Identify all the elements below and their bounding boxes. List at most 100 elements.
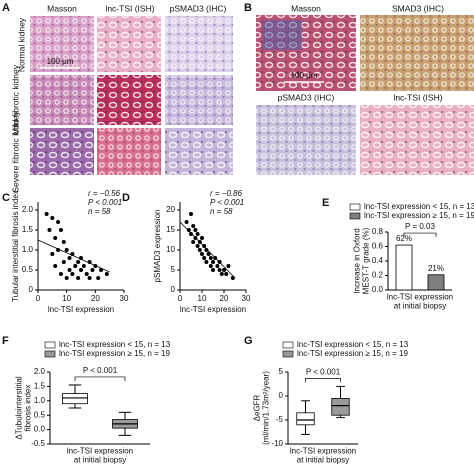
legend-swatch — [44, 350, 56, 358]
scatter-point — [191, 224, 196, 228]
histology-texture — [30, 75, 94, 125]
scatter-point — [219, 272, 224, 276]
scatter-point — [197, 248, 202, 252]
scatter-point — [58, 228, 63, 232]
value-label: 21% — [428, 264, 444, 273]
histology-texture — [30, 128, 94, 175]
x-axis-label: lnc-TSI expression — [180, 305, 246, 314]
scatter-point — [79, 268, 83, 272]
panel-label: B — [244, 2, 252, 14]
x-tick-label: 20 — [91, 294, 100, 303]
x-axis-label: at initial biopsy — [394, 302, 446, 311]
panel-label: E — [322, 197, 329, 209]
scatter-point — [56, 220, 61, 224]
scatter-point — [204, 248, 209, 252]
annotation: r = −0.86 — [210, 189, 243, 198]
y-tick-label: 20 — [166, 205, 175, 214]
y-tick-label: 1.0 — [34, 396, 46, 405]
y-tick-label: 1.5 — [22, 225, 34, 234]
y-tick-label: 15 — [166, 225, 175, 234]
scatter-point — [189, 232, 193, 236]
y-tick-label: 1.5 — [34, 382, 46, 391]
significance-bracket — [305, 378, 341, 383]
histology-texture — [97, 75, 161, 125]
scatter-point — [184, 220, 189, 224]
histology-texture — [165, 16, 233, 72]
column-header: pSMAD3 (IHC) — [170, 3, 227, 13]
column-header: lnc-TSI (ISH) — [393, 92, 442, 102]
scatter-point — [96, 276, 101, 280]
y-tick-label: 5 — [171, 265, 176, 274]
column-header: lnc-TSI (ISH) — [105, 3, 154, 13]
scatter-point — [44, 212, 49, 216]
annotation: P < 0.001 — [210, 198, 244, 207]
legend-label: lnc-TSI expression < 15, n = 13 — [364, 202, 474, 211]
panel-label: D — [122, 192, 130, 204]
legend-label: lnc-TSI expression ≥ 15, n = 19 — [364, 211, 474, 220]
scatter-point — [50, 216, 55, 220]
scatter-point — [230, 276, 235, 280]
bar — [427, 274, 445, 291]
scatter-point — [186, 228, 191, 232]
significance-label: P < 0.001 — [83, 366, 118, 375]
panel-b: B Masson SMAD3 (IHC) pSMAD3 (IHC) lnc-TS… — [244, 2, 444, 102]
scatter-point — [50, 252, 55, 256]
scatter-point — [193, 228, 198, 232]
fit-line — [179, 221, 236, 279]
scatter-point — [53, 264, 58, 268]
scatter-point — [76, 260, 81, 264]
scatter-point — [67, 256, 72, 260]
scatter-point — [84, 272, 89, 276]
annotation: r = −0.56 — [88, 189, 121, 198]
y-axis-label: ΔTubulointerstitial — [15, 376, 24, 440]
scatter-point — [191, 240, 196, 244]
box — [296, 412, 315, 426]
scatter-point — [200, 252, 204, 256]
legend-label: lnc-TSI expression < 15, n = 13 — [297, 340, 409, 349]
y-tick-label: 2.0 — [22, 205, 34, 214]
x-axis-label: lnc-TSI expression — [387, 293, 453, 302]
y-tick-label: 10 — [166, 245, 175, 254]
histology-texture — [30, 16, 94, 72]
annotation: P < 0.001 — [88, 198, 122, 207]
value-label: 62% — [396, 234, 412, 243]
x-axis-label: lnc-TSI expression — [67, 447, 133, 456]
significance-label: P = 0.03 — [405, 222, 435, 231]
scale-bar-label: 100 μm — [291, 71, 318, 80]
histology-texture — [256, 105, 356, 175]
scatter-point — [222, 268, 226, 272]
x-tick-label: 0 — [36, 294, 41, 303]
panel-label: A — [2, 2, 10, 14]
y-tick-label: 5 — [279, 367, 284, 376]
scatter-point — [208, 264, 213, 268]
legend-label: lnc-TSI expression < 15, n = 13 — [59, 340, 171, 349]
x-tick-label: 10 — [198, 294, 207, 303]
column-header: Masson — [291, 3, 321, 13]
scatter-point — [202, 256, 207, 260]
scatter-point — [104, 272, 109, 276]
scatter-point — [204, 260, 209, 264]
row-label: Mild fibrotic kidney — [10, 64, 20, 135]
scatter-point — [224, 272, 229, 276]
scatter-point — [87, 276, 92, 280]
panel-a: A Masson lnc-TSI (ISH) pSMAD3 (IHC) Norm… — [2, 2, 226, 193]
y-tick-label: 1.0 — [22, 245, 34, 254]
scatter-point — [58, 272, 63, 276]
significance-bracket — [74, 376, 126, 381]
y-axis-label: Increase in Oxford — [353, 228, 362, 293]
y-tick-label: 2.0 — [34, 367, 46, 376]
row-label: Severe fibrotic kidney — [10, 111, 20, 193]
scatter-point — [215, 264, 220, 268]
x-tick-label: 30 — [120, 294, 129, 303]
scatter-point — [195, 232, 200, 236]
row-label: Normal kidney — [16, 17, 26, 72]
x-tick-label: 0 — [178, 294, 183, 303]
scatter-point — [81, 264, 86, 268]
significance-bracket — [403, 232, 437, 238]
masson-blue — [262, 20, 302, 50]
y-tick-label: 0 — [29, 285, 34, 294]
y-tick-label: 0 — [171, 285, 176, 294]
significance-label: P < 0.001 — [306, 368, 341, 377]
scatter-point — [76, 276, 81, 280]
y-axis-label: fibrosis index — [24, 385, 33, 432]
